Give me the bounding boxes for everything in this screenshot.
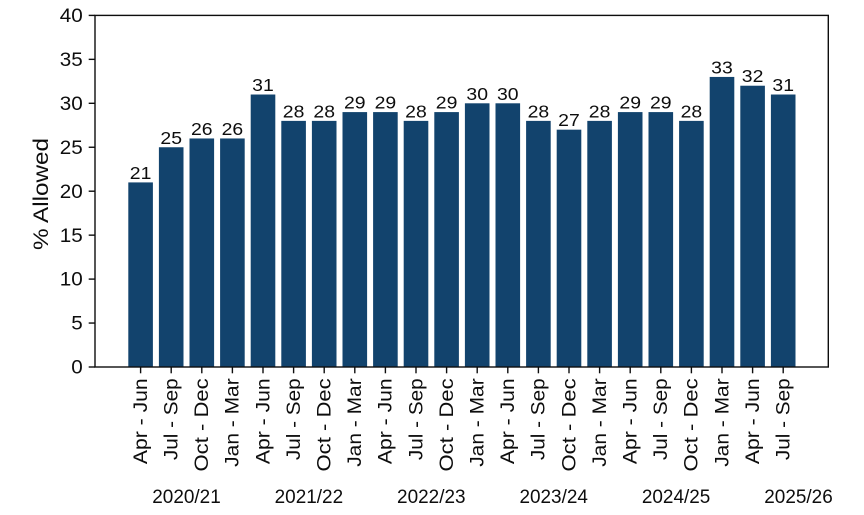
svg-text:28: 28 (283, 101, 305, 121)
svg-text:Jul - Sep: Jul - Sep (283, 378, 305, 460)
svg-text:2024/25: 2024/25 (642, 487, 711, 508)
svg-text:31: 31 (772, 75, 794, 95)
svg-text:29: 29 (650, 93, 672, 113)
svg-text:Jul - Sep: Jul - Sep (650, 378, 672, 460)
svg-text:Apr - Jun: Apr - Jun (130, 378, 152, 464)
svg-text:26: 26 (222, 119, 244, 139)
svg-text:33: 33 (711, 57, 733, 77)
svg-text:2021/22: 2021/22 (275, 487, 344, 508)
svg-text:31: 31 (252, 75, 274, 95)
svg-text:Jan - Mar: Jan - Mar (589, 378, 611, 467)
svg-text:2020/21: 2020/21 (152, 487, 221, 508)
svg-text:29: 29 (619, 93, 641, 113)
svg-text:35: 35 (60, 50, 83, 71)
svg-text:Oct - Dec: Oct - Dec (436, 378, 458, 471)
svg-text:15: 15 (60, 226, 83, 247)
svg-text:Jul - Sep: Jul - Sep (405, 378, 427, 460)
svg-text:% Allowed: % Allowed (30, 138, 53, 250)
svg-text:Jul - Sep: Jul - Sep (773, 378, 795, 460)
svg-text:40: 40 (60, 6, 83, 27)
svg-text:Jan - Mar: Jan - Mar (711, 378, 733, 467)
svg-text:Apr - Jun: Apr - Jun (742, 378, 764, 464)
svg-text:25: 25 (160, 128, 182, 148)
svg-text:28: 28 (528, 101, 550, 121)
svg-text:Oct - Dec: Oct - Dec (314, 378, 336, 471)
svg-text:21: 21 (130, 163, 152, 183)
svg-text:29: 29 (436, 93, 458, 113)
svg-text:Apr - Jun: Apr - Jun (252, 378, 274, 464)
svg-text:Jul - Sep: Jul - Sep (161, 378, 183, 460)
svg-text:29: 29 (344, 93, 366, 113)
svg-text:2023/24: 2023/24 (519, 487, 588, 508)
svg-text:2022/23: 2022/23 (397, 487, 466, 508)
svg-text:Jan - Mar: Jan - Mar (344, 378, 366, 467)
svg-text:Jul - Sep: Jul - Sep (528, 378, 550, 460)
svg-text:Jan - Mar: Jan - Mar (467, 378, 489, 467)
svg-text:Oct - Dec: Oct - Dec (681, 378, 703, 471)
svg-text:26: 26 (191, 119, 213, 139)
svg-text:10: 10 (60, 270, 83, 291)
svg-text:29: 29 (375, 93, 397, 113)
svg-text:Oct - Dec: Oct - Dec (191, 378, 213, 471)
svg-text:Apr - Jun: Apr - Jun (375, 378, 397, 464)
svg-text:30: 30 (466, 84, 488, 104)
svg-text:Oct - Dec: Oct - Dec (558, 378, 580, 471)
svg-text:28: 28 (681, 101, 703, 121)
svg-text:20: 20 (60, 182, 83, 203)
svg-text:2025/26: 2025/26 (764, 487, 833, 508)
svg-text:25: 25 (60, 138, 83, 159)
svg-text:30: 30 (60, 94, 83, 115)
svg-text:28: 28 (589, 101, 611, 121)
svg-text:28: 28 (313, 101, 335, 121)
svg-text:30: 30 (497, 84, 519, 104)
svg-text:Apr - Jun: Apr - Jun (497, 378, 519, 464)
svg-text:32: 32 (742, 66, 764, 86)
svg-text:Apr - Jun: Apr - Jun (620, 378, 642, 464)
svg-text:5: 5 (71, 314, 83, 335)
svg-text:Jan - Mar: Jan - Mar (222, 378, 244, 467)
svg-text:28: 28 (405, 101, 427, 121)
svg-text:0: 0 (71, 358, 83, 379)
svg-text:27: 27 (558, 110, 580, 130)
